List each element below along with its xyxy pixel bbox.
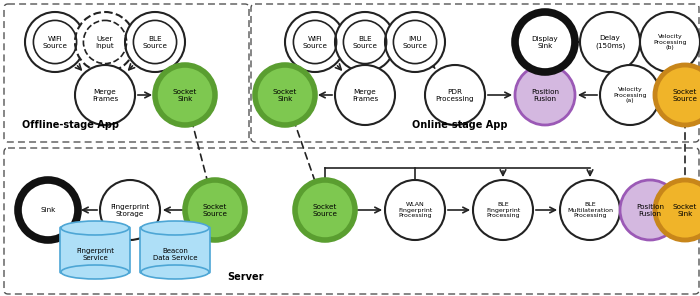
Circle shape xyxy=(100,180,160,240)
Circle shape xyxy=(560,180,620,240)
Circle shape xyxy=(473,180,533,240)
Ellipse shape xyxy=(141,221,209,235)
Text: Socket
Sink: Socket Sink xyxy=(173,89,197,102)
Circle shape xyxy=(600,65,660,125)
Circle shape xyxy=(515,12,575,72)
Text: Merge
Frames: Merge Frames xyxy=(92,89,118,102)
Circle shape xyxy=(655,180,700,240)
Circle shape xyxy=(185,180,245,240)
FancyBboxPatch shape xyxy=(60,227,130,273)
Text: Online-stage App: Online-stage App xyxy=(412,120,507,130)
Text: Server: Server xyxy=(227,272,263,282)
Circle shape xyxy=(655,65,700,125)
Circle shape xyxy=(515,65,575,125)
Circle shape xyxy=(295,180,355,240)
Text: Merge
Frames: Merge Frames xyxy=(352,89,378,102)
Text: Velocity
Processing
(a): Velocity Processing (a) xyxy=(613,87,647,103)
Text: Offline-stage App: Offline-stage App xyxy=(22,120,118,130)
Circle shape xyxy=(640,12,700,72)
FancyBboxPatch shape xyxy=(140,227,210,273)
Circle shape xyxy=(255,65,315,125)
Circle shape xyxy=(75,65,135,125)
Circle shape xyxy=(620,180,680,240)
Circle shape xyxy=(335,65,395,125)
Text: User
Input: User Input xyxy=(96,36,114,49)
Text: Sink: Sink xyxy=(41,207,56,213)
Text: Socket
Sink: Socket Sink xyxy=(273,89,298,102)
Text: Socket
Source: Socket Source xyxy=(312,204,337,216)
Circle shape xyxy=(25,12,85,72)
Text: WiFi
Source: WiFi Source xyxy=(302,36,328,49)
Text: BLE
Source: BLE Source xyxy=(353,36,377,49)
Text: WLAN
Fingerprint
Processing: WLAN Fingerprint Processing xyxy=(398,202,432,218)
Text: BLE
Fingerprint
Processing: BLE Fingerprint Processing xyxy=(486,202,520,218)
Text: Beacon
Data Service: Beacon Data Service xyxy=(153,247,197,260)
Ellipse shape xyxy=(141,265,209,279)
Text: Socket
Source: Socket Source xyxy=(673,89,697,102)
Circle shape xyxy=(425,65,485,125)
Circle shape xyxy=(335,12,395,72)
Text: BLE
Source: BLE Source xyxy=(143,36,167,49)
Text: Position
Fusion: Position Fusion xyxy=(531,89,559,102)
Text: WiFi
Source: WiFi Source xyxy=(43,36,67,49)
Circle shape xyxy=(385,180,445,240)
Circle shape xyxy=(75,12,135,72)
Ellipse shape xyxy=(61,221,129,235)
Text: Socket
Source: Socket Source xyxy=(202,204,228,216)
Circle shape xyxy=(285,12,345,72)
Text: IMU
Source: IMU Source xyxy=(402,36,428,49)
Ellipse shape xyxy=(61,265,129,279)
Circle shape xyxy=(155,65,215,125)
Text: Delay
(150ms): Delay (150ms) xyxy=(595,35,625,49)
Text: Fingerprint
Storage: Fingerprint Storage xyxy=(111,204,150,216)
Text: Display
Sink: Display Sink xyxy=(532,36,559,49)
Circle shape xyxy=(385,12,445,72)
Text: Velocity
Processing
(b): Velocity Processing (b) xyxy=(653,34,687,50)
Text: Socket
Sink: Socket Sink xyxy=(673,204,697,216)
Circle shape xyxy=(18,180,78,240)
Text: Position
Fusion: Position Fusion xyxy=(636,204,664,216)
Text: PDR
Processing: PDR Processing xyxy=(435,89,475,102)
Circle shape xyxy=(125,12,185,72)
Text: Fingerprint
Service: Fingerprint Service xyxy=(76,247,114,260)
Circle shape xyxy=(580,12,640,72)
Text: BLE
Multilateration
Processing: BLE Multilateration Processing xyxy=(567,202,613,218)
